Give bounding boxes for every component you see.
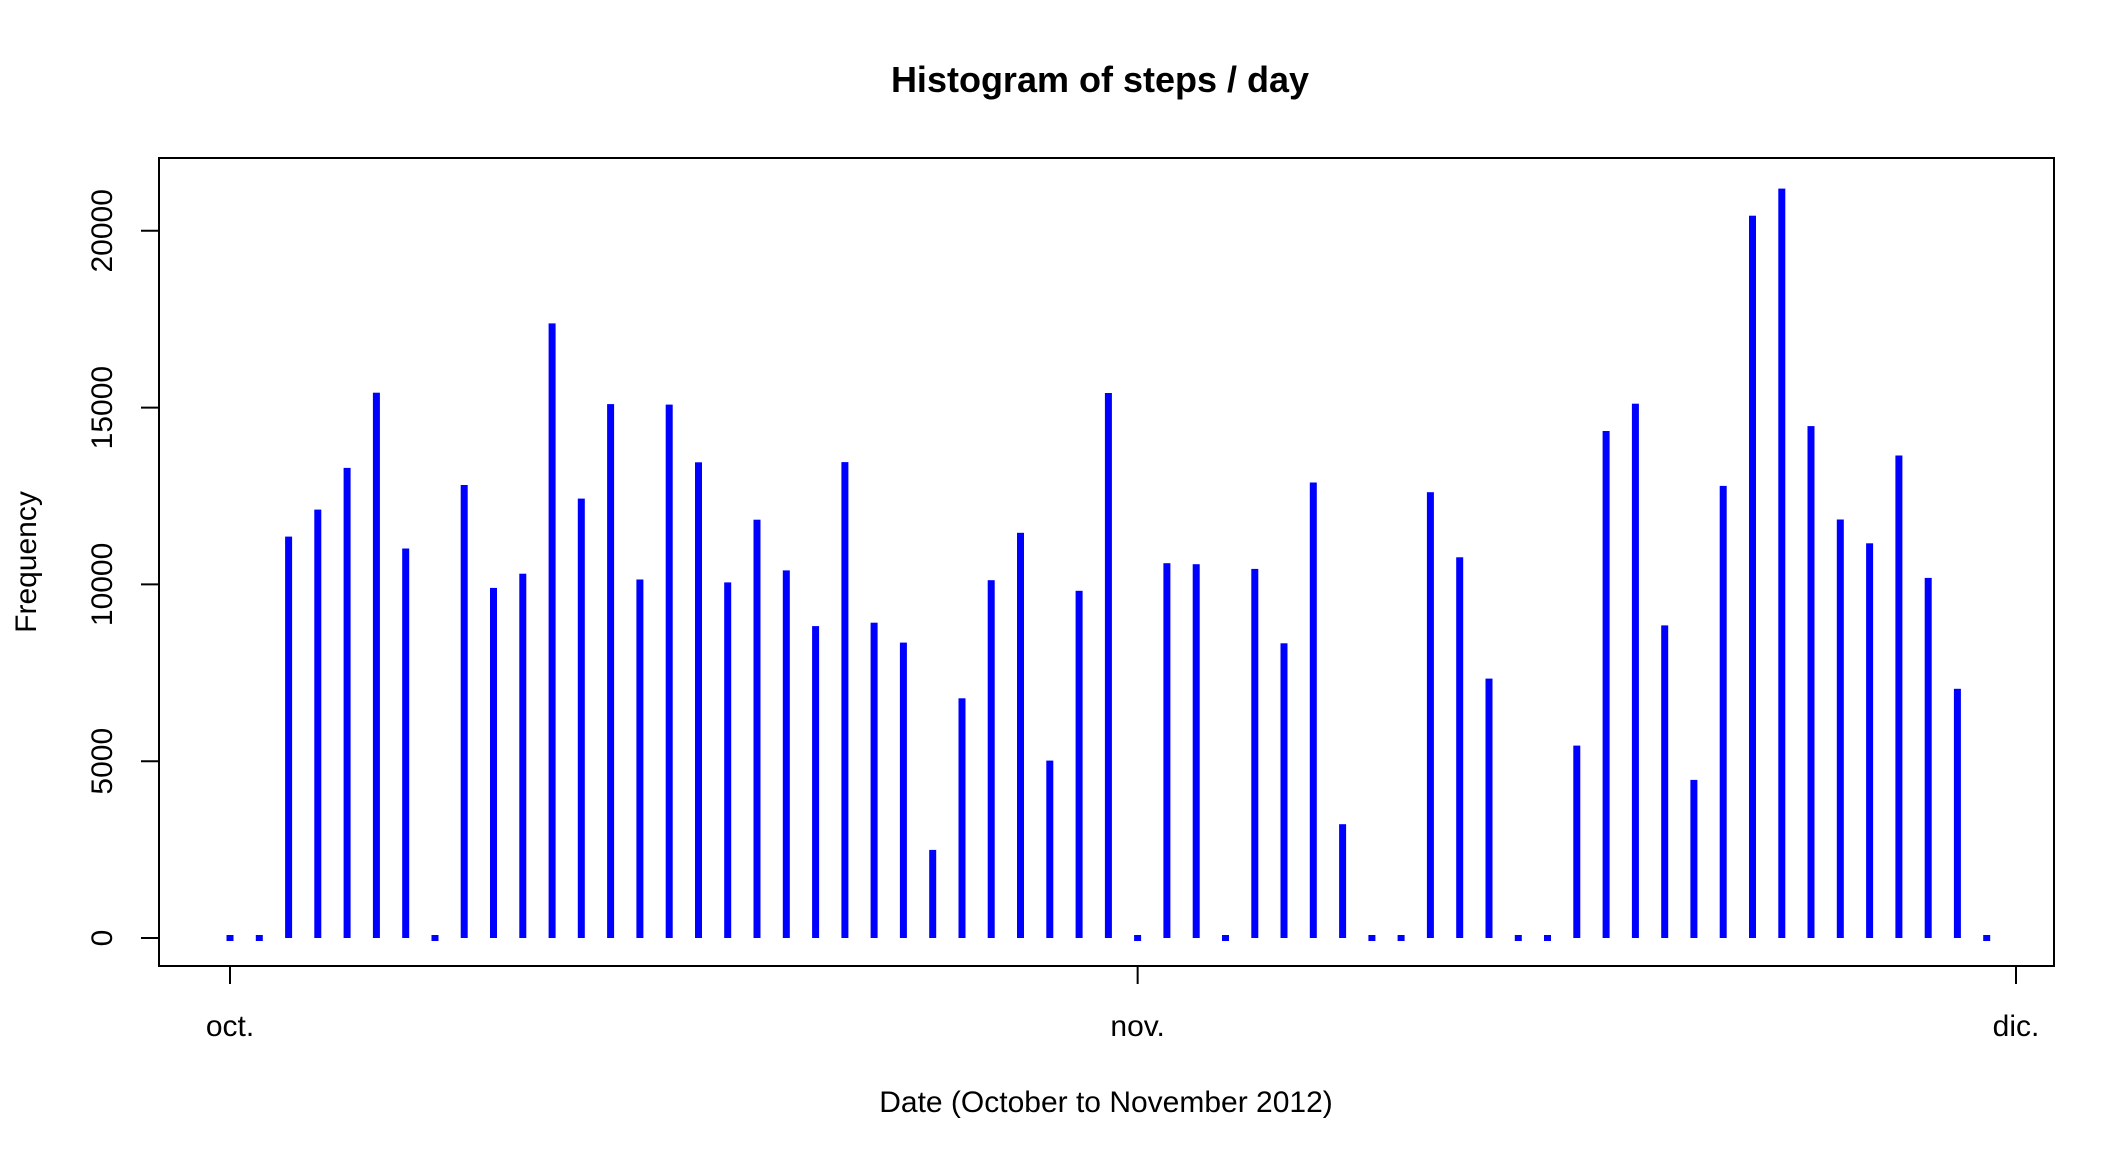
x-axis: oct. nov. dic. (206, 965, 2040, 1043)
y-axis-label: Frequency (10, 491, 43, 633)
y-tick-label-2: 10000 (86, 543, 119, 626)
bar-2012-10-25 (929, 849, 937, 938)
bar-2012-10-06 (372, 392, 380, 938)
bar-2012-11-14 (1514, 935, 1522, 941)
bar-2012-10-31 (1104, 393, 1112, 938)
bar-2012-11-11 (1426, 492, 1434, 938)
chart-title: Histogram of steps / day (891, 59, 1309, 100)
bar-2012-11-24 (1807, 426, 1815, 938)
x-tick-label-1: nov. (1110, 1010, 1164, 1043)
bar-2012-11-19 (1661, 625, 1669, 938)
bar-2012-10-13 (577, 498, 585, 938)
bar-2012-11-17 (1602, 431, 1610, 938)
y-tick-label-4: 20000 (86, 189, 119, 272)
y-tick-label-1: 5000 (86, 728, 119, 795)
bar-2012-10-17 (695, 462, 702, 938)
bar-2012-11-01 (1134, 935, 1142, 941)
bar-2012-10-09 (460, 485, 468, 938)
x-tick-label-2: dic. (1993, 1010, 2040, 1043)
y-tick-label-0: 0 (86, 930, 119, 947)
bar-2012-10-10 (490, 587, 497, 938)
bar-2012-10-18 (724, 582, 732, 938)
bars-group (226, 188, 1991, 941)
bar-2012-10-29 (1046, 760, 1054, 938)
bar-2012-10-16 (665, 404, 673, 939)
bar-2012-11-08 (1339, 824, 1347, 938)
bar-2012-10-30 (1075, 590, 1083, 938)
bar-2012-10-21 (812, 626, 820, 938)
bar-2012-10-26 (958, 698, 966, 938)
bar-2012-11-26 (1866, 543, 1874, 938)
bar-2012-11-20 (1690, 779, 1698, 938)
bar-2012-10-24 (899, 642, 907, 938)
bar-2012-10-04 (314, 509, 322, 938)
bar-2012-10-22 (841, 462, 849, 938)
bar-2012-11-06 (1280, 643, 1288, 938)
bar-2012-10-14 (607, 404, 615, 939)
bar-2012-11-15 (1544, 935, 1551, 941)
bar-2012-10-20 (782, 570, 790, 938)
bar-2012-10-27 (987, 580, 995, 938)
bar-2012-10-28 (1017, 532, 1024, 938)
bar-2012-10-02 (255, 935, 263, 941)
bar-2012-10-08 (431, 935, 439, 941)
bar-2012-10-07 (402, 548, 410, 938)
bar-2012-10-23 (870, 622, 878, 938)
bar-2012-11-02 (1163, 563, 1171, 938)
bar-2012-10-15 (636, 579, 644, 938)
bar-2012-11-28 (1924, 577, 1932, 938)
bar-2012-11-10 (1397, 935, 1405, 941)
bar-2012-10-12 (548, 323, 556, 938)
bar-2012-11-03 (1192, 564, 1200, 938)
bar-2012-11-12 (1456, 557, 1464, 938)
bar-2012-11-16 (1573, 745, 1581, 938)
bar-2012-11-05 (1251, 568, 1259, 938)
x-tick-label-0: oct. (206, 1010, 254, 1043)
y-axis: 0 5000 10000 15000 20000 (86, 189, 160, 947)
bar-2012-10-11 (519, 573, 527, 938)
bar-2012-11-18 (1631, 403, 1639, 938)
bar-2012-11-25 (1836, 519, 1844, 938)
bar-2012-10-01 (226, 935, 234, 941)
bar-2012-10-03 (285, 536, 293, 938)
bar-2012-11-07 (1309, 482, 1317, 938)
bar-2012-11-27 (1895, 455, 1903, 938)
bar-2012-11-21 (1719, 485, 1727, 938)
bar-2012-10-05 (343, 467, 351, 938)
bar-2012-11-30 (1983, 935, 1991, 941)
bar-2012-11-04 (1222, 935, 1229, 941)
bar-2012-11-29 (1953, 688, 1961, 938)
x-axis-label: Date (October to November 2012) (879, 1086, 1333, 1119)
y-tick-label-3: 15000 (86, 366, 119, 449)
bar-2012-11-13 (1485, 678, 1493, 938)
bar-2012-10-19 (753, 519, 761, 938)
bar-2012-11-22 (1749, 215, 1756, 938)
bar-2012-11-09 (1368, 935, 1376, 941)
bar-2012-11-23 (1778, 188, 1786, 939)
